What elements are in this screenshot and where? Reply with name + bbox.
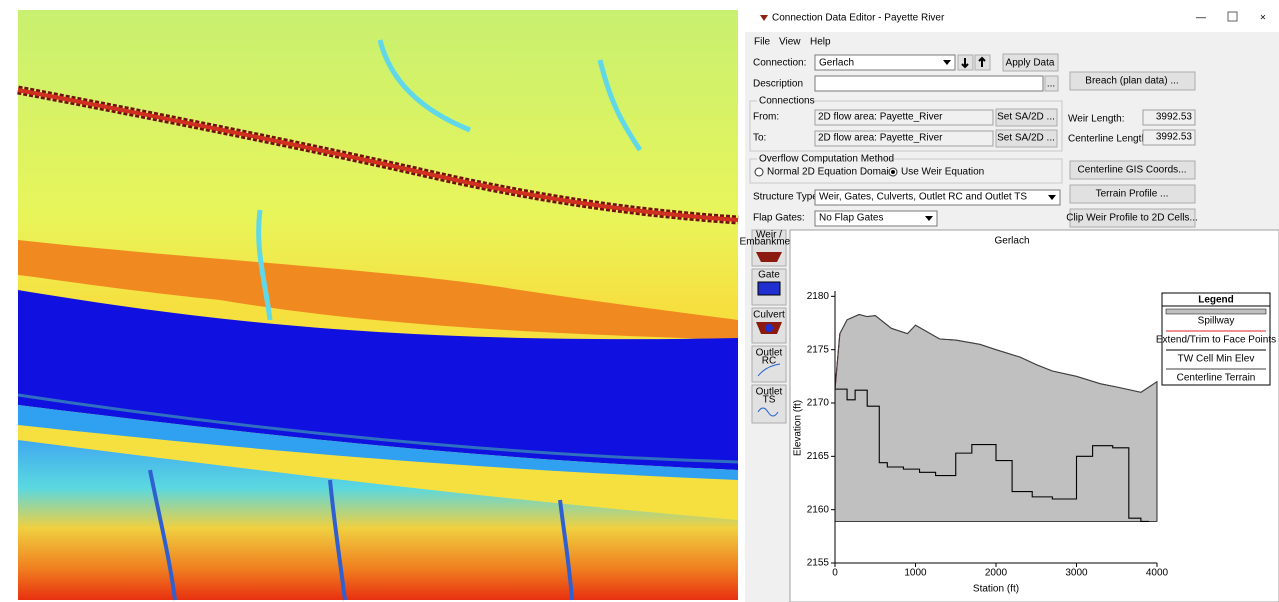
button-label: Set SA/2D ... bbox=[997, 133, 1055, 144]
y-tick-label: 2175 bbox=[807, 344, 830, 355]
y-tick-label: 2160 bbox=[807, 504, 830, 515]
dropdown-value: Gerlach bbox=[819, 58, 854, 69]
description-input[interactable] bbox=[815, 76, 1043, 91]
button-label: Centerline GIS Coords... bbox=[1078, 165, 1187, 176]
y-tick-label: 2165 bbox=[807, 451, 830, 462]
plot-title: Gerlach bbox=[994, 236, 1029, 247]
toolbar-label: TS bbox=[763, 395, 776, 406]
label: From: bbox=[753, 112, 779, 123]
radio-label: Normal 2D Equation Domain bbox=[767, 167, 894, 178]
x-tick-label: 2000 bbox=[985, 568, 1008, 579]
dropdown-value: Weir, Gates, Culverts, Outlet RC and Out… bbox=[819, 192, 1027, 203]
label: Connection: bbox=[753, 58, 806, 69]
radio-label: Use Weir Equation bbox=[901, 167, 984, 178]
label: Structure Type: bbox=[753, 192, 821, 203]
radio-button[interactable] bbox=[755, 168, 763, 176]
menu-item[interactable]: File bbox=[754, 37, 771, 48]
group-label: Overflow Computation Method bbox=[759, 154, 894, 165]
radio-dot bbox=[891, 170, 895, 174]
field-value: 3992.53 bbox=[1156, 112, 1193, 123]
button-label: Apply Data bbox=[1006, 58, 1055, 69]
group-label: Connections bbox=[759, 96, 815, 107]
legend-label: Centerline Terrain bbox=[1177, 373, 1256, 384]
window-title: Connection Data Editor - Payette River bbox=[772, 13, 945, 24]
screen: Connection Data Editor - Payette River —… bbox=[0, 0, 1279, 602]
menu-item[interactable]: Help bbox=[810, 37, 831, 48]
toolbar-label: Culvert bbox=[753, 310, 785, 321]
legend-label: Extend/Trim to Face Points bbox=[1156, 335, 1276, 346]
x-tick-label: 1000 bbox=[904, 568, 927, 579]
field-value: 2D flow area: Payette_River bbox=[818, 112, 943, 123]
legend-title: Legend bbox=[1198, 295, 1234, 306]
x-tick-label: 0 bbox=[832, 568, 838, 579]
y-axis-label: Elevation (ft) bbox=[793, 400, 804, 456]
legend-swatch bbox=[1166, 309, 1266, 314]
y-tick-label: 2155 bbox=[807, 558, 830, 569]
y-tick-label: 2180 bbox=[807, 291, 830, 302]
button-label: Set SA/2D ... bbox=[997, 112, 1055, 123]
button-label: Clip Weir Profile to 2D Cells... bbox=[1066, 213, 1198, 224]
button-label: Terrain Profile ... bbox=[1096, 189, 1169, 200]
label: To: bbox=[753, 133, 766, 144]
x-tick-label: 3000 bbox=[1065, 568, 1088, 579]
dialog: Connection Data Editor - Payette River —… bbox=[740, 0, 1279, 602]
minimize-button[interactable]: — bbox=[1196, 13, 1206, 24]
dropdown-value: No Flap Gates bbox=[819, 213, 883, 224]
field-value: 2D flow area: Payette_River bbox=[818, 133, 943, 144]
label: Centerline Length: bbox=[1068, 134, 1150, 145]
label: Description bbox=[753, 79, 803, 90]
x-tick-label: 4000 bbox=[1146, 568, 1169, 579]
field-value: 3992.53 bbox=[1156, 132, 1193, 143]
toolbar-icon bbox=[765, 324, 773, 332]
map-view bbox=[18, 10, 738, 600]
toolbar-icon bbox=[758, 282, 780, 295]
y-tick-label: 2170 bbox=[807, 398, 830, 409]
menu-item[interactable]: View bbox=[779, 37, 801, 48]
button-label: ... bbox=[1047, 79, 1055, 90]
legend-label: Spillway bbox=[1198, 316, 1235, 327]
legend-label: TW Cell Min Elev bbox=[1178, 354, 1255, 365]
close-button[interactable]: × bbox=[1260, 13, 1266, 24]
label: Flap Gates: bbox=[753, 213, 805, 224]
toolbar-label: Gate bbox=[758, 270, 780, 281]
x-axis-label: Station (ft) bbox=[973, 584, 1019, 595]
label: Weir Length: bbox=[1068, 114, 1125, 125]
button-label: Breach (plan data) ... bbox=[1085, 76, 1178, 87]
